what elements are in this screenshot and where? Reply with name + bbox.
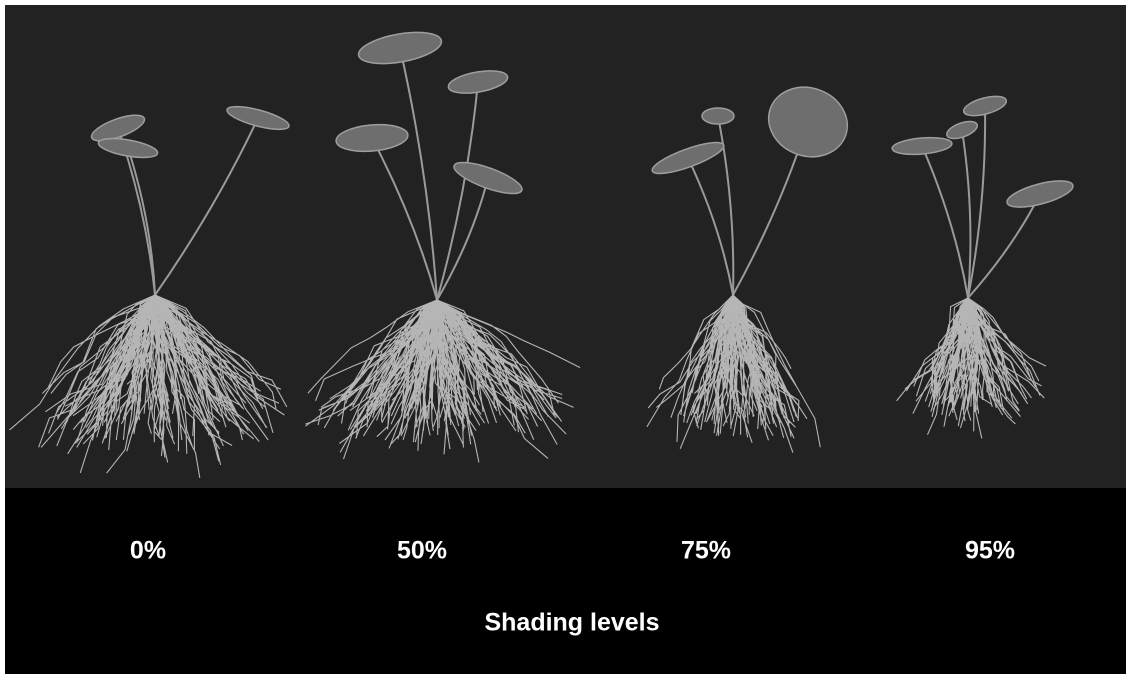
stem [436,177,489,301]
leaf [767,86,849,158]
shading-label: 95% [965,537,1015,565]
leaf [1006,180,1074,208]
stem [687,157,734,296]
leaf [946,120,978,140]
leaf [226,105,290,131]
plants [9,31,1074,478]
stem [436,81,479,301]
leaf [357,31,443,65]
shading-label: 0% [130,537,166,565]
roots [896,297,1047,439]
stem [154,117,259,296]
roots [646,294,821,453]
roots [9,294,288,478]
stem [399,47,438,301]
leaf [453,161,523,195]
shading-label: 50% [397,537,447,565]
shading-label: 75% [681,537,731,565]
leaf [97,137,159,159]
leaf [447,70,509,94]
stem [921,145,969,299]
stem [961,129,972,299]
axis-label: Shading levels [484,609,659,637]
stem [371,137,438,301]
leaf [90,114,146,142]
leaf [962,95,1008,117]
leaf [651,141,725,175]
leaf [335,123,409,153]
stem [967,105,987,299]
leaf [701,107,735,125]
stem [717,115,735,296]
roots [305,299,581,463]
label-band [5,488,1126,674]
stem [127,147,156,296]
leaf [891,136,953,156]
